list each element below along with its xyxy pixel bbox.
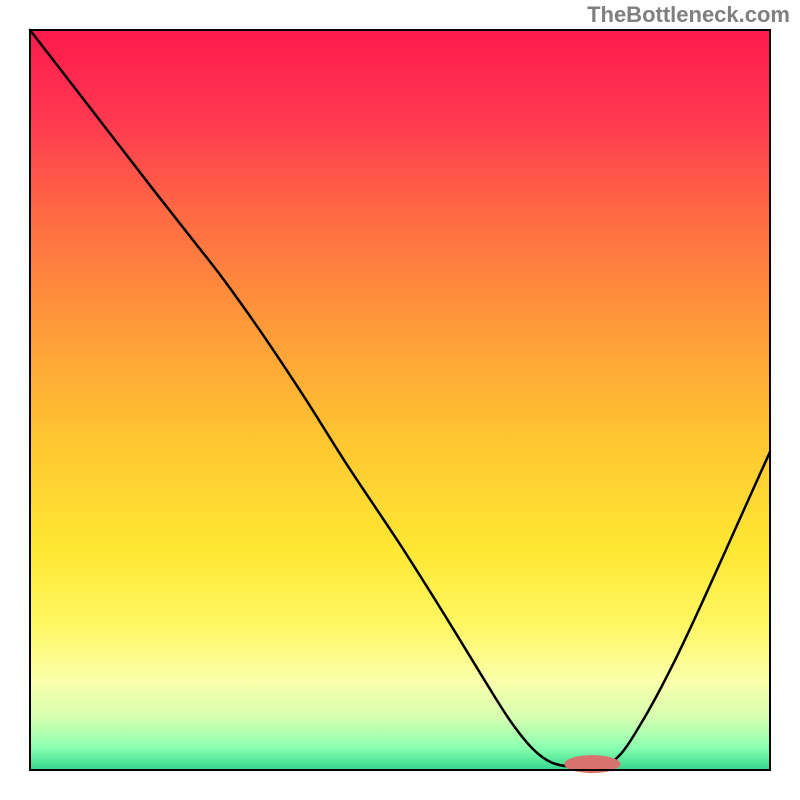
chart-container: { "watermark": { "text": "TheBottleneck.… [0,0,800,800]
plot-background [30,30,770,770]
watermark-text: TheBottleneck.com [587,2,790,28]
bottleneck-chart [0,0,800,800]
